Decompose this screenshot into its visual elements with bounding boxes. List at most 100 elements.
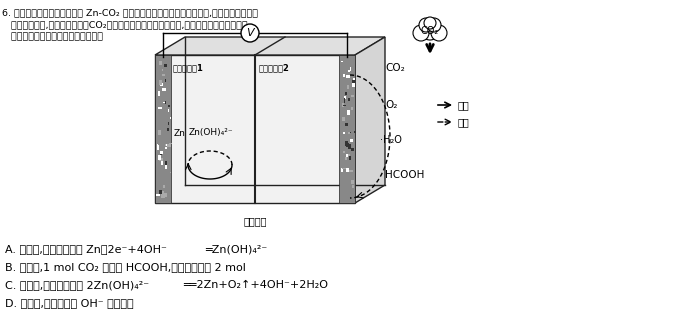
Text: HCOOH: HCOOH xyxy=(385,170,424,180)
Polygon shape xyxy=(345,157,347,160)
Text: ·H₂O: ·H₂O xyxy=(380,135,402,145)
Text: A. 放电时,负极反应式为 Zn－2e⁻+4OH⁻: A. 放电时,负极反应式为 Zn－2e⁻+4OH⁻ xyxy=(5,244,167,254)
Polygon shape xyxy=(345,92,347,95)
Circle shape xyxy=(413,25,429,41)
Polygon shape xyxy=(349,67,351,71)
Polygon shape xyxy=(341,61,343,62)
Polygon shape xyxy=(164,101,166,103)
Polygon shape xyxy=(160,161,164,165)
Polygon shape xyxy=(348,70,350,72)
Polygon shape xyxy=(161,191,164,195)
Polygon shape xyxy=(159,190,162,194)
Polygon shape xyxy=(158,107,162,109)
Polygon shape xyxy=(156,194,160,196)
Polygon shape xyxy=(343,151,344,153)
Polygon shape xyxy=(162,74,164,76)
Polygon shape xyxy=(163,101,164,103)
Text: CO₂: CO₂ xyxy=(385,63,405,73)
Polygon shape xyxy=(160,152,162,155)
Polygon shape xyxy=(343,105,346,107)
Polygon shape xyxy=(155,55,355,203)
Polygon shape xyxy=(158,155,160,160)
Polygon shape xyxy=(167,109,169,113)
Polygon shape xyxy=(345,123,349,126)
Text: 择性催化材料,放电时温室气体CO₂被氧化还原为生氢物质甲酸等,为解决能源和环境问题提: 择性催化材料,放电时温室气体CO₂被氧化还原为生氢物质甲酸等,为解决能源和环境问… xyxy=(2,20,248,29)
Text: Zn: Zn xyxy=(174,128,186,137)
Polygon shape xyxy=(162,69,163,71)
Polygon shape xyxy=(349,170,354,172)
Polygon shape xyxy=(162,88,166,91)
Text: O₂: O₂ xyxy=(385,100,398,110)
Polygon shape xyxy=(164,79,167,82)
Polygon shape xyxy=(346,154,348,157)
Polygon shape xyxy=(169,142,172,144)
Polygon shape xyxy=(158,130,161,134)
Polygon shape xyxy=(344,96,346,99)
Polygon shape xyxy=(355,37,385,203)
Text: 6. 科学家近年发明了一种新型 Zn-CO₂ 水介质电池、电池示意图如图所示,电极为金属锌和选: 6. 科学家近年发明了一种新型 Zn-CO₂ 水介质电池、电池示意图如图所示,电… xyxy=(2,8,258,17)
Circle shape xyxy=(241,24,259,42)
Polygon shape xyxy=(160,83,163,86)
Polygon shape xyxy=(165,165,167,169)
Polygon shape xyxy=(352,80,354,83)
Polygon shape xyxy=(349,132,351,133)
Polygon shape xyxy=(347,154,351,156)
Polygon shape xyxy=(346,75,350,78)
Polygon shape xyxy=(159,158,162,161)
Polygon shape xyxy=(346,143,349,147)
Text: V: V xyxy=(246,28,254,38)
Polygon shape xyxy=(158,145,160,150)
Circle shape xyxy=(424,17,436,29)
Polygon shape xyxy=(352,185,354,188)
Polygon shape xyxy=(155,37,385,55)
Polygon shape xyxy=(354,131,356,133)
Text: ══2Zn+O₂↑+4OH⁻+2H₂O: ══2Zn+O₂↑+4OH⁻+2H₂O xyxy=(183,280,328,290)
Text: 电解质溶液2: 电解质溶液2 xyxy=(259,63,290,72)
Polygon shape xyxy=(159,61,162,65)
Polygon shape xyxy=(166,144,169,146)
Text: CO₂: CO₂ xyxy=(421,26,439,36)
Polygon shape xyxy=(342,117,344,121)
Text: D. 充电时,正极溶液中 OH⁻ 浓度升高: D. 充电时,正极溶液中 OH⁻ 浓度升高 xyxy=(5,298,134,308)
Polygon shape xyxy=(342,102,344,107)
Polygon shape xyxy=(168,122,169,125)
Polygon shape xyxy=(160,80,162,85)
Polygon shape xyxy=(167,143,171,147)
Circle shape xyxy=(420,20,440,40)
Polygon shape xyxy=(349,139,353,142)
Text: 电解质溶液1: 电解质溶液1 xyxy=(173,63,204,72)
Polygon shape xyxy=(351,179,354,184)
Polygon shape xyxy=(164,144,166,145)
Polygon shape xyxy=(163,185,165,188)
Polygon shape xyxy=(157,144,158,145)
Polygon shape xyxy=(342,168,346,169)
Polygon shape xyxy=(164,64,167,67)
Circle shape xyxy=(431,25,447,41)
Text: 放电: 放电 xyxy=(458,100,470,110)
Polygon shape xyxy=(342,132,345,134)
Polygon shape xyxy=(351,95,354,97)
Polygon shape xyxy=(169,117,171,119)
Text: Zn(OH)₄²⁻: Zn(OH)₄²⁻ xyxy=(189,128,234,137)
Circle shape xyxy=(427,18,441,32)
Polygon shape xyxy=(165,148,167,149)
Polygon shape xyxy=(346,111,350,115)
Polygon shape xyxy=(162,194,165,198)
Polygon shape xyxy=(167,128,169,131)
Polygon shape xyxy=(165,162,167,165)
Text: 供了一种新途径。下列说法错误的是: 供了一种新途径。下列说法错误的是 xyxy=(2,32,103,41)
Circle shape xyxy=(419,18,433,32)
Polygon shape xyxy=(346,168,349,172)
Text: 充电: 充电 xyxy=(458,117,470,127)
Polygon shape xyxy=(343,74,345,77)
Polygon shape xyxy=(344,141,349,146)
Polygon shape xyxy=(155,55,171,203)
Polygon shape xyxy=(341,168,344,171)
Text: 双极隔膜: 双极隔膜 xyxy=(244,216,267,226)
Polygon shape xyxy=(348,144,351,149)
Polygon shape xyxy=(352,83,355,87)
Polygon shape xyxy=(348,132,350,134)
Polygon shape xyxy=(347,85,349,89)
Polygon shape xyxy=(339,55,355,203)
Text: ═Zn(OH)₄²⁻: ═Zn(OH)₄²⁻ xyxy=(205,244,267,254)
